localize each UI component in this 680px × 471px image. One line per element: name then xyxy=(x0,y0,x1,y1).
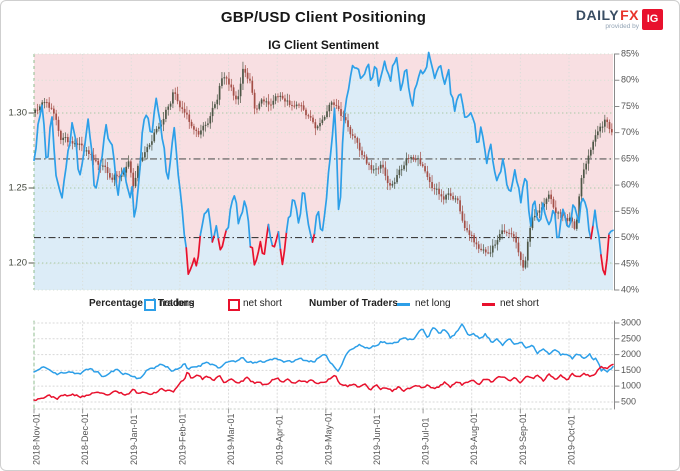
count-net-long-swatch-icon xyxy=(397,303,410,306)
legend-count-net-long-label: net long xyxy=(415,298,451,309)
page-title: GBP/USD Client Positioning xyxy=(220,9,427,26)
legend-number-of-traders-label: Number of Traders xyxy=(309,298,398,309)
dailyfx-logo-text: DAILYFX provided by xyxy=(576,8,639,31)
ig-logo-badge: IG xyxy=(642,8,663,30)
percent-net-short-swatch-icon xyxy=(228,299,240,311)
dailyfx-brand-fx: FX xyxy=(620,7,639,23)
dailyfx-brand-daily: DAILY xyxy=(575,7,620,23)
legend-count-net-short-label: net short xyxy=(500,298,539,309)
dailyfx-logo: DAILYFX provided by IG xyxy=(576,8,663,31)
legend-percentage-of-traders-label: Percentage of Traders xyxy=(89,298,195,309)
provided-by-label: provided by xyxy=(605,23,639,30)
legend-percent-net-short-label: net short xyxy=(243,298,282,309)
chart-title: IG Client Sentiment xyxy=(268,38,379,52)
legend-percent-net-long-label: net long xyxy=(159,298,195,309)
count-net-short-swatch-icon xyxy=(482,303,495,306)
dailyfx-brand: DAILYFX xyxy=(576,8,639,22)
chart-legend: Percentage of Traders net long net short… xyxy=(1,296,679,314)
percent-net-long-swatch-icon xyxy=(144,299,156,311)
